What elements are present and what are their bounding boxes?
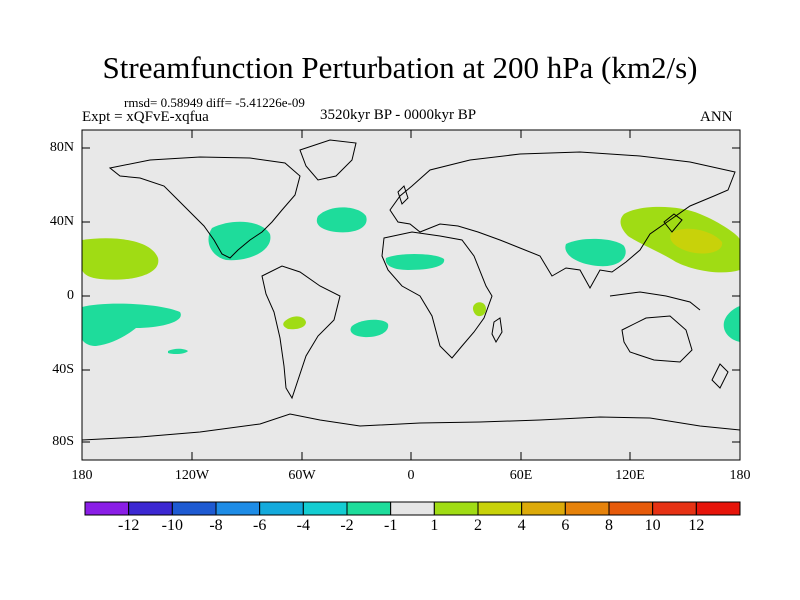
colorbar-label-3: -6 [252,517,267,534]
colorbar-label-8: 2 [474,517,482,534]
colorbar-swatch-3 [215,501,261,516]
colorbar-label-12: 10 [644,517,661,534]
coastline-south-america [261,265,341,400]
colorbar-swatch-11 [564,501,610,516]
coastline-africa [381,231,493,359]
colorbar-swatch-10 [521,501,566,516]
colorbar-label-1: -10 [161,517,183,534]
coastline-uk [397,185,409,205]
anomaly-region-east-africa [472,302,486,317]
colorbar-swatch-0 [84,501,130,516]
anomaly-region-gulf-mexico [208,221,271,261]
colorbar-label-4: -4 [296,517,310,534]
colorbar-swatch-12 [608,501,654,516]
colorbar [84,501,741,516]
anomaly-region-southwest-pacific [168,348,188,355]
season-label: ANN [700,109,733,125]
y-tick-label-80N: 80N [49,140,74,155]
y-tick-label-80S: 80S [52,434,74,449]
anomaly-region-south-atlantic [350,319,389,338]
experiment-label: Expt = xQFvE-xqfua [82,109,209,125]
colorbar-label-7: 1 [430,517,439,534]
anomaly-region-pacific-north-west [82,238,159,280]
colorbar-swatch-2 [171,501,217,516]
map-title: Streamfunction Perturbation at 200 hPa (… [102,50,698,85]
colorbar-swatch-5 [302,501,348,516]
x-tick-label-180-east: 180 [729,468,751,483]
x-tick-label-120W: 120W [174,468,210,483]
y-tick-label-40N: 40N [49,214,74,229]
coastline-eurasia [389,151,736,290]
colorbar-swatch-13 [652,501,697,516]
y-tick-label-0: 0 [67,288,74,303]
x-tick-label-0: 0 [407,468,415,483]
coastline-antarctica [81,413,741,441]
anomaly-region-south-america [283,316,306,330]
anomaly-region-north-atlantic [316,207,367,233]
coastlines [81,139,741,441]
colorbar-swatch-6 [346,501,392,516]
anomaly-fills [82,206,740,355]
x-tick-label-120E: 120E [615,468,645,483]
colorbar-label-6: -1 [383,517,398,534]
coastline-japan [663,213,683,233]
period-label: 3520kyr BP - 0000kyr BP [320,107,477,123]
coastline-indonesia [609,291,701,311]
coastline-australia [621,315,693,363]
map-background [82,130,740,460]
coastline-new-zealand [711,363,729,389]
colorbar-label-0: -12 [117,517,140,534]
coastline-madagascar [491,317,503,344]
colorbar-swatch-8 [433,501,479,516]
colorbar-label-11: 8 [605,517,613,534]
colorbar-swatch-14 [695,501,741,516]
anomaly-region-dateline-east [723,306,740,342]
colorbar-swatch-4 [259,501,304,516]
colorbar-label-13: 12 [688,517,705,534]
anomaly-region-east-asia-core [670,228,723,254]
x-tick-label-60E: 60E [509,468,533,483]
anomaly-region-south-pacific [82,303,181,346]
anomaly-region-sahara [385,253,445,270]
colorbar-swatch-1 [128,501,173,516]
coastline-greenland [299,139,357,181]
tick-marks [81,130,741,460]
colorbar-swatch-7 [390,501,435,516]
colorbar-label-5: -2 [340,517,354,534]
colorbar-label-2: -8 [209,517,223,534]
rmsd-diff-stats: rmsd= 0.58949 diff= -5.41226e-09 [124,95,305,110]
anomaly-region-south-asia [565,238,626,267]
colorbar-swatch-9 [477,501,523,516]
x-tick-label-180-west: 180 [71,468,93,483]
x-tick-label-60W: 60W [288,468,316,483]
colorbar-label-10: 6 [561,517,570,534]
y-tick-label-40S: 40S [52,362,74,377]
colorbar-label-9: 4 [517,517,526,534]
coastline-north-america [108,156,301,259]
